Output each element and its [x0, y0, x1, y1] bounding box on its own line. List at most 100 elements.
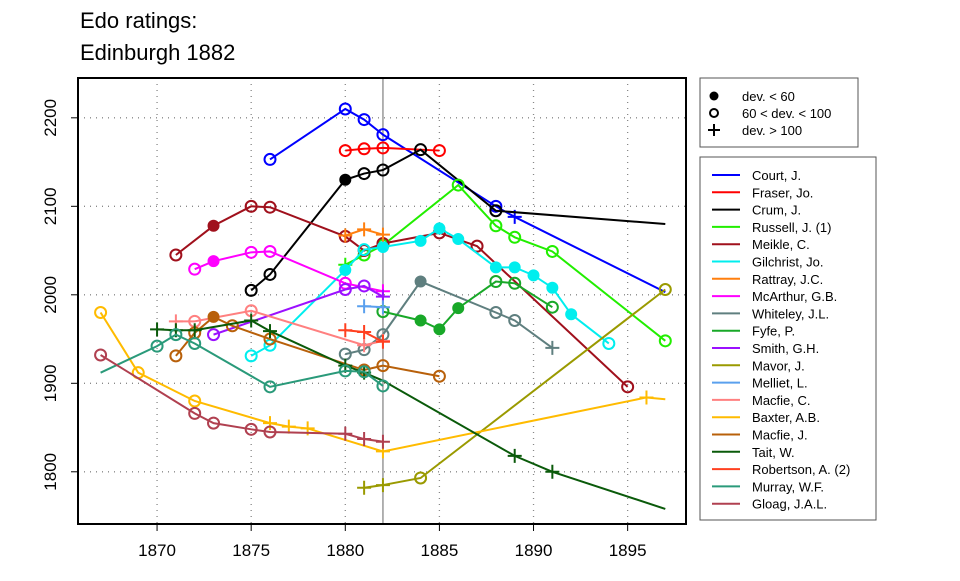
series-crum-j — [244, 143, 666, 297]
series-fraser-jo — [338, 141, 446, 158]
series-mcarthur-g-b — [188, 244, 390, 299]
open-circle-icon — [709, 108, 719, 118]
series-smith-g-h-point — [357, 279, 371, 293]
series-baxter-a-b-point — [281, 419, 296, 434]
y-tick-label: 2000 — [41, 276, 60, 314]
series-robertson-a-2 — [338, 323, 390, 349]
series-gloag-j-a-l-point — [338, 426, 353, 441]
legend-label: McArthur, G.B. — [752, 289, 837, 304]
series-meikle-c-point — [207, 219, 220, 232]
series-fraser-jo-point — [432, 144, 446, 158]
series-russell-j-1 — [338, 178, 672, 348]
series-crum-j-point — [339, 173, 352, 186]
series-russell-j-1-point — [489, 219, 503, 233]
series-meikle-c-point — [621, 380, 635, 394]
series-murray-w-f-point — [376, 379, 390, 393]
series-court-j-point — [263, 152, 277, 166]
series-gilchrist-jo-point — [357, 243, 371, 257]
series-fyfe-p — [376, 275, 559, 336]
legend-label: Baxter, A.B. — [752, 410, 820, 425]
series-tait-w-point — [507, 448, 522, 463]
series-gloag-j-a-l-point — [375, 434, 390, 449]
x-tick-label: 1885 — [420, 541, 458, 560]
series-legend-box — [699, 156, 877, 521]
series-macfie-c-point — [357, 338, 372, 353]
series-fyfe-p-point — [545, 300, 559, 314]
legend-label: Meikle, C. — [752, 237, 810, 252]
series-tait-w-point — [244, 313, 259, 328]
series-fyfe-p-point — [508, 276, 522, 290]
series-line-meikle-c — [175, 205, 629, 388]
x-tick-label: 1875 — [232, 541, 270, 560]
series-gilchrist-jo-point — [433, 222, 446, 235]
series-mavor-j-point — [414, 471, 428, 485]
series-smith-g-h — [207, 279, 390, 342]
legend-label: Robertson, A. (2) — [752, 462, 850, 477]
legend-label: Smith, G.H. — [752, 341, 819, 356]
series-mavor-j-point — [658, 282, 672, 296]
plus-icon — [708, 124, 720, 136]
series-line-fyfe-p — [382, 280, 553, 331]
series-tait-w-point — [187, 323, 202, 338]
plot-frame — [77, 77, 687, 525]
series-gloag-j-a-l — [94, 348, 390, 449]
series-murray-w-f-point — [169, 328, 183, 342]
series-meikle-c-point — [169, 248, 183, 262]
series-murray-w-f-point — [188, 336, 202, 350]
series-gloag-j-a-l-point — [263, 425, 277, 439]
legend-label: Court, J. — [752, 168, 801, 183]
series-murray-w-f-point — [263, 380, 277, 394]
series-gloag-j-a-l-point — [244, 422, 258, 436]
series-mcarthur-g-b-point — [188, 262, 202, 276]
series-gilchrist-jo-point — [376, 241, 389, 254]
marker-legend-label: 60 < dev. < 100 — [742, 106, 831, 121]
series-baxter-a-b-point — [639, 390, 654, 405]
series-court-j-point — [357, 113, 371, 127]
series-court-j-point — [338, 102, 352, 116]
series-gilchrist-jo-point — [546, 281, 559, 294]
series-tait-w-point — [545, 464, 560, 479]
marker-legend: dev. < 60 60 < dev. < 100 dev. > 100 — [699, 77, 859, 148]
series-gilchrist-jo-point — [414, 234, 427, 247]
series-gilchrist-jo-point — [508, 261, 521, 274]
marker-legend-label: dev. < 60 — [742, 89, 795, 104]
series-gloag-j-a-l-point — [94, 348, 108, 362]
series-tait-w-point — [263, 324, 277, 339]
series-macfie-j-point — [432, 369, 446, 383]
series-gilchrist-jo-point — [244, 349, 258, 363]
series-crum-j-point — [357, 167, 371, 181]
legend-label: Macfie, J. — [752, 428, 808, 443]
series-mavor-j-point — [375, 478, 390, 493]
series-rattray-j-c-point — [338, 228, 353, 243]
series-murray-w-f-point — [338, 364, 352, 378]
series-whiteley-j-l-point — [414, 275, 427, 288]
series-russell-j-1-point — [451, 178, 465, 192]
series-crum-j-point — [376, 163, 390, 177]
marker-legend-box — [699, 77, 859, 148]
series-line-crum-j — [250, 148, 666, 292]
series-crum-j-point — [414, 143, 428, 157]
series-macfie-j-point — [169, 349, 183, 363]
x-tick-label: 1870 — [138, 541, 176, 560]
series-melliet-l-point — [375, 300, 390, 315]
series-fraser-jo-point — [357, 142, 371, 156]
series-mcarthur-g-b-point — [207, 255, 220, 268]
series-gilchrist-jo-point — [489, 261, 502, 274]
chart-title-line-2: Edinburgh 1882 — [80, 40, 235, 65]
y-tick-label: 2100 — [41, 187, 60, 225]
series-line-mcarthur-g-b — [194, 250, 384, 293]
series-fyfe-p-point — [433, 323, 446, 336]
legend-label: Crum, J. — [752, 203, 801, 218]
series-legend: Court, J. Fraser, Jo. Crum, J. Russell, J. … — [699, 156, 877, 521]
series-rattray-j-c — [338, 222, 390, 243]
series-rattray-j-c-point — [357, 222, 372, 237]
y-tick-label: 2200 — [41, 99, 60, 137]
legend-label: Rattray, J.C. — [752, 272, 823, 287]
series-melliet-l — [357, 299, 390, 315]
series-gilchrist-jo-point — [452, 233, 465, 246]
axes: 1870 1875 1880 1885 1890 1895 1800 1900 2000 2100… — [41, 99, 647, 560]
series-whiteley-j-l-point — [489, 306, 503, 320]
series-whiteley-j-l-point — [545, 340, 560, 355]
series-russell-j-1-point — [658, 334, 672, 348]
